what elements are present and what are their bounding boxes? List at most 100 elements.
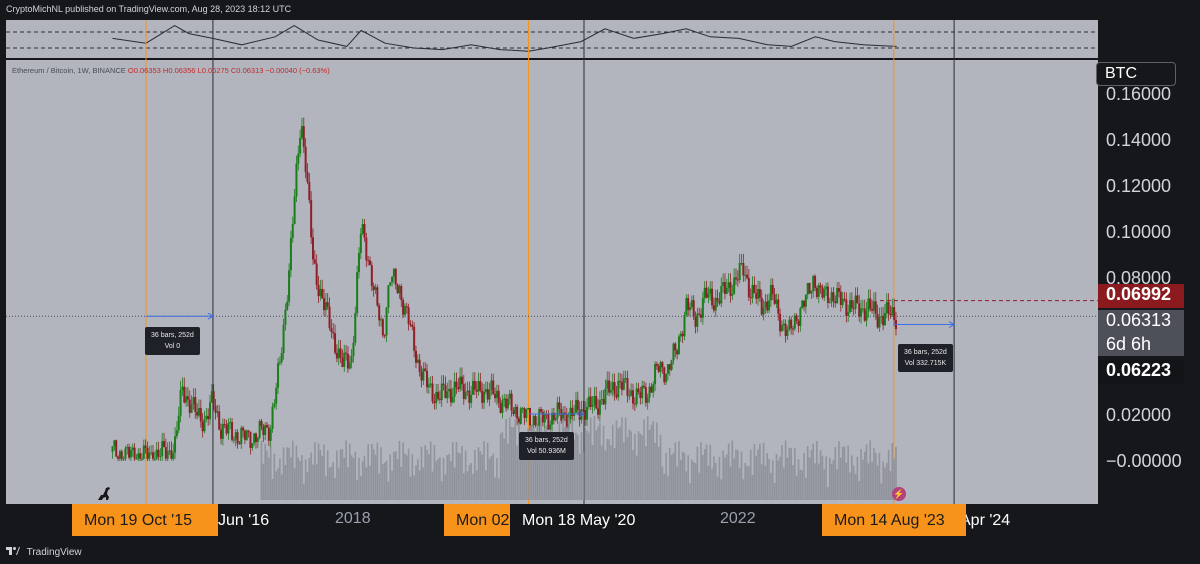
lightning-icon[interactable]: ⚡ — [892, 487, 906, 501]
candle-body — [817, 285, 820, 297]
candle-body — [749, 297, 752, 299]
candle-body — [185, 396, 188, 403]
volume-bar — [718, 456, 721, 500]
candle-body — [245, 430, 248, 440]
volume-bar — [514, 419, 517, 500]
volume-bar — [499, 433, 502, 500]
volume-bar — [453, 467, 456, 500]
price-axis[interactable] — [1098, 20, 1200, 504]
candle-body — [220, 429, 223, 439]
candle-body — [692, 300, 695, 317]
candle-body — [797, 320, 800, 326]
candle-body — [602, 399, 605, 405]
candle-body — [460, 376, 463, 385]
candle-body — [319, 288, 322, 297]
volume-bar — [586, 430, 588, 500]
candle-body — [893, 307, 896, 321]
candle-body — [723, 282, 726, 294]
volume-bar — [391, 470, 393, 500]
candle-body — [357, 253, 360, 273]
oscillator-pane[interactable] — [6, 20, 1098, 58]
volume-bar — [634, 434, 636, 500]
candle-body — [370, 265, 373, 286]
candle-body — [288, 270, 291, 302]
tv-mark-icon — [6, 547, 20, 555]
volume-bar — [891, 442, 894, 500]
candle-body — [416, 359, 419, 363]
candle-body — [128, 446, 131, 458]
volume-bar — [632, 450, 634, 500]
volume-bar — [738, 468, 741, 500]
volume-bar — [543, 428, 546, 500]
candle-body — [887, 302, 890, 314]
volume-bar — [645, 446, 647, 500]
volume-bar — [611, 424, 614, 500]
candle-body — [378, 305, 381, 321]
candle-body — [212, 391, 215, 406]
candle-body — [784, 323, 787, 336]
volume-bar — [275, 471, 278, 500]
volume-bar — [602, 425, 605, 500]
volume-bar — [801, 470, 803, 500]
candle-body — [766, 301, 769, 311]
candle-body — [310, 200, 313, 238]
candle-body — [543, 413, 546, 423]
candle-body — [129, 449, 132, 458]
volume-bar — [722, 450, 724, 500]
volume-bar — [455, 442, 458, 500]
candle-body — [740, 262, 743, 264]
candle-body — [663, 367, 666, 383]
candle-body — [611, 382, 614, 391]
candle-body — [565, 414, 568, 429]
candle-body — [744, 274, 747, 276]
volume-bar — [266, 450, 268, 500]
volume-bar — [591, 445, 594, 500]
volume-bar — [895, 446, 897, 500]
candle-body — [253, 433, 256, 444]
volume-bar — [689, 483, 691, 500]
volume-bar — [341, 449, 344, 500]
volume-bar — [639, 433, 642, 500]
candle-body — [865, 311, 868, 321]
candle-body — [790, 319, 793, 329]
candle-body — [825, 286, 828, 290]
volume-bar — [613, 447, 616, 500]
currency-tag[interactable]: BTC — [1096, 62, 1176, 86]
volume-bar — [295, 445, 298, 500]
volume-bar — [304, 459, 307, 500]
candle-body — [115, 440, 118, 457]
candle-body — [446, 391, 449, 399]
candle-body — [733, 277, 736, 294]
candle-body — [194, 397, 197, 412]
volume-bar — [617, 428, 620, 500]
candle-body — [709, 288, 712, 294]
volume-bar — [720, 479, 723, 500]
volume-bar — [428, 454, 430, 500]
candle-body — [760, 297, 763, 315]
last-price-label: 0.06313 — [1098, 310, 1184, 334]
candle-body — [791, 328, 794, 330]
candle-body — [348, 362, 351, 369]
volume-bar — [882, 461, 884, 500]
volume-bar — [863, 451, 866, 500]
candle-body — [157, 449, 160, 457]
volume-bar — [485, 470, 487, 500]
candle-body — [135, 458, 138, 460]
candle-body — [639, 392, 642, 399]
volume-bar — [299, 460, 301, 500]
volume-bar — [705, 444, 708, 500]
candle-body — [256, 437, 259, 443]
volume-bar — [488, 458, 491, 500]
low-line-label: 0.06223 — [1098, 360, 1184, 384]
volume-bar — [884, 467, 886, 500]
candle-body — [289, 237, 292, 271]
candle-body — [470, 394, 473, 403]
volume-bar — [512, 427, 515, 500]
candle-body — [815, 287, 818, 297]
volume-bar — [326, 450, 329, 500]
candle-body — [352, 342, 355, 357]
candle-body — [365, 237, 368, 261]
tradingview-logo[interactable]: TradingView — [6, 546, 82, 558]
volume-bar — [520, 442, 522, 500]
candle-body — [286, 301, 289, 310]
